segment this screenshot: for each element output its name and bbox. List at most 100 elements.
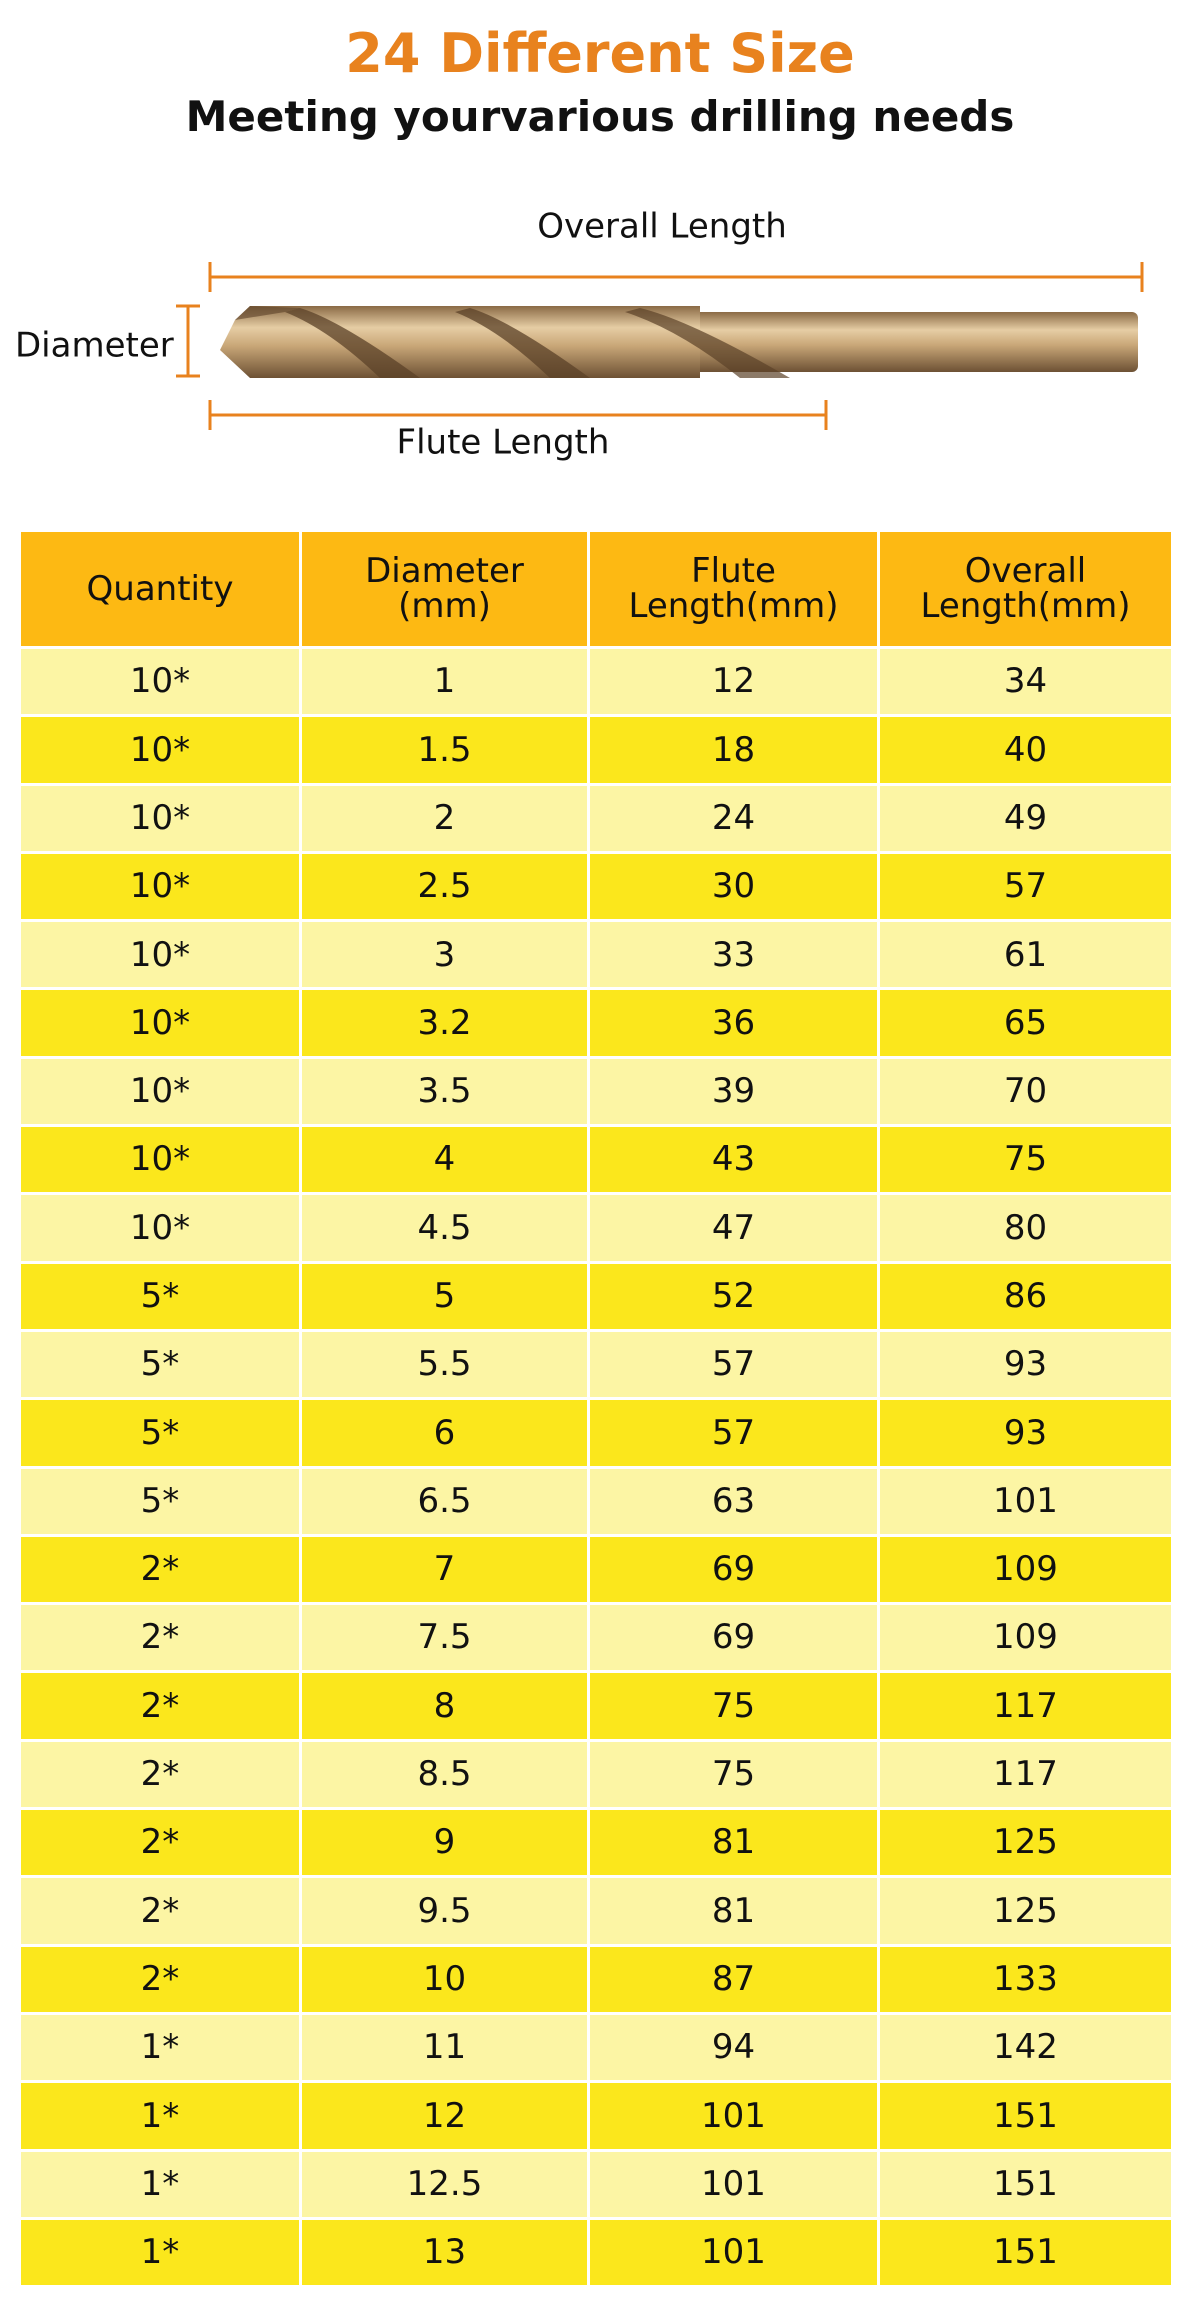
table-cell: 117 bbox=[880, 1673, 1171, 1742]
table-cell: 13 bbox=[302, 2219, 590, 2289]
table-cell: 151 bbox=[880, 2151, 1171, 2220]
table-cell: 69 bbox=[590, 1605, 880, 1674]
table-cell: 11 bbox=[302, 2014, 590, 2084]
drill-diagram: Overall Length Diameter Flute Length bbox=[15, 207, 1144, 463]
table-cell: 151 bbox=[880, 2219, 1171, 2289]
table-cell: 10* bbox=[21, 922, 302, 991]
table-cell: 2* bbox=[21, 1946, 302, 2015]
overall-length-label: Overall Length bbox=[537, 207, 787, 247]
table-cell: 93 bbox=[880, 1331, 1171, 1401]
table-cell: 109 bbox=[880, 1605, 1171, 1674]
table-cell: 10* bbox=[21, 990, 302, 1059]
table-cell: 2* bbox=[21, 1878, 302, 1947]
table-cell: 109 bbox=[880, 1536, 1171, 1606]
header-cell: Diameter (mm) bbox=[302, 532, 590, 649]
table-cell: 57 bbox=[590, 1400, 880, 1469]
header-cell: Overall Length(mm) bbox=[880, 532, 1171, 649]
table-cell: 34 bbox=[880, 649, 1171, 718]
table-cell: 5 bbox=[302, 1263, 590, 1332]
table-cell: 63 bbox=[590, 1468, 880, 1537]
table-cell: 2 bbox=[302, 785, 590, 854]
header-text: Length(mm) bbox=[920, 586, 1131, 626]
header-text: Diameter bbox=[365, 551, 524, 592]
table-cell: 30 bbox=[590, 853, 880, 923]
table-cell: 142 bbox=[880, 2014, 1171, 2084]
table-cell: 117 bbox=[880, 1741, 1171, 1811]
table-cell: 10* bbox=[21, 1127, 302, 1196]
table-cell: 8 bbox=[302, 1673, 590, 1742]
table-cell: 5* bbox=[21, 1331, 302, 1401]
table-cell: 12 bbox=[590, 649, 880, 718]
table-cell: 1* bbox=[21, 2219, 302, 2289]
table-cell: 69 bbox=[590, 1536, 880, 1606]
table-cell: 86 bbox=[880, 1263, 1171, 1332]
table-cell: 7 bbox=[302, 1536, 590, 1606]
table-cell: 1* bbox=[21, 2083, 302, 2152]
subtitle: Meeting yourvarious drilling needs bbox=[185, 92, 1015, 141]
table-cell: 6 bbox=[302, 1400, 590, 1469]
table-cell: 8.5 bbox=[302, 1741, 590, 1811]
table-cell: 57 bbox=[590, 1331, 880, 1401]
table-cell: 10* bbox=[21, 717, 302, 786]
table-cell: 18 bbox=[590, 717, 880, 786]
table-cell: 2* bbox=[21, 1605, 302, 1674]
table-cell: 101 bbox=[590, 2219, 880, 2289]
table-cell: 3 bbox=[302, 922, 590, 991]
table-cell: 94 bbox=[590, 2014, 880, 2084]
table-cell: 49 bbox=[880, 785, 1171, 854]
table-cell: 10* bbox=[21, 649, 302, 718]
header-text: Quantity bbox=[86, 568, 234, 609]
table-cell: 2* bbox=[21, 1536, 302, 1606]
table-cell: 10 bbox=[302, 1946, 590, 2015]
table-cell: 81 bbox=[590, 1878, 880, 1947]
table-cell: 10* bbox=[21, 1195, 302, 1264]
table-cell: 2.5 bbox=[302, 853, 590, 923]
table-cell: 5* bbox=[21, 1400, 302, 1469]
table-cell: 75 bbox=[880, 1127, 1171, 1196]
table-cell: 125 bbox=[880, 1810, 1171, 1879]
table-cell: 93 bbox=[880, 1400, 1171, 1469]
table-cell: 125 bbox=[880, 1878, 1171, 1947]
overall-length-line bbox=[208, 262, 1144, 292]
table-cell: 133 bbox=[880, 1946, 1171, 2015]
table-cell: 10* bbox=[21, 853, 302, 923]
table-cell: 39 bbox=[590, 1058, 880, 1128]
flute-length-line bbox=[208, 400, 828, 430]
table-cell: 1 bbox=[302, 649, 590, 718]
table-cell: 1* bbox=[21, 2014, 302, 2084]
table-cell: 9.5 bbox=[302, 1878, 590, 1947]
table-cell: 33 bbox=[590, 922, 880, 991]
diameter-label: Diameter bbox=[15, 326, 174, 366]
table-cell: 3.5 bbox=[302, 1058, 590, 1128]
table-cell: 61 bbox=[880, 922, 1171, 991]
table-cell: 81 bbox=[590, 1810, 880, 1879]
table-cell: 57 bbox=[880, 853, 1171, 923]
table-cell: 2* bbox=[21, 1741, 302, 1811]
table-cell: 65 bbox=[880, 990, 1171, 1059]
header-cell: Quantity bbox=[21, 532, 302, 649]
header-text: Length(mm) bbox=[628, 586, 839, 626]
flute-length-label: Flute Length bbox=[397, 423, 610, 463]
table-cell: 5* bbox=[21, 1468, 302, 1537]
table-cell: 75 bbox=[590, 1741, 880, 1811]
table-cell: 1.5 bbox=[302, 717, 590, 786]
table-cell: 4.5 bbox=[302, 1195, 590, 1264]
table-cell: 4 bbox=[302, 1127, 590, 1196]
table-cell: 36 bbox=[590, 990, 880, 1059]
table-cell: 24 bbox=[590, 785, 880, 854]
table-cell: 12.5 bbox=[302, 2151, 590, 2220]
table-cell: 9 bbox=[302, 1810, 590, 1879]
header-text: (mm) bbox=[398, 586, 491, 626]
table-cell: 6.5 bbox=[302, 1468, 590, 1537]
header-text: Flute bbox=[691, 551, 776, 592]
table-cell: 70 bbox=[880, 1058, 1171, 1128]
diameter-bracket bbox=[176, 304, 200, 378]
table-cell: 43 bbox=[590, 1127, 880, 1196]
header-text: Overall bbox=[964, 551, 1087, 592]
table-cell: 101 bbox=[880, 1468, 1171, 1537]
size-table: Quantity Diameter (mm) Flute Length(mm) Overa… bbox=[21, 532, 1171, 2289]
table-cell: 1* bbox=[21, 2151, 302, 2220]
table-cell: 12 bbox=[302, 2083, 590, 2152]
table-cell: 101 bbox=[590, 2083, 880, 2152]
